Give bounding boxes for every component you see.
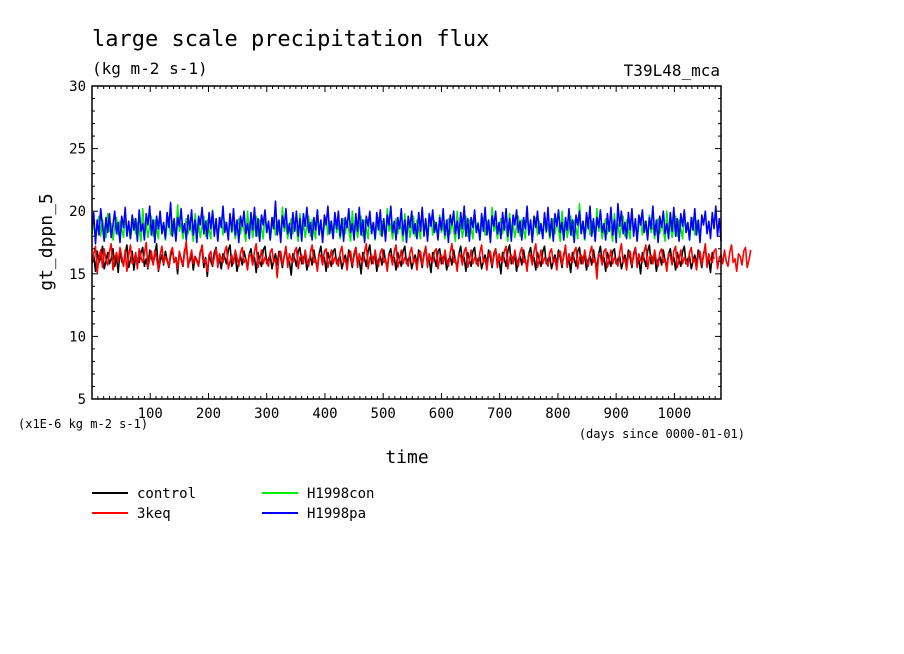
- legend-label-2: H1998con: [307, 486, 374, 502]
- y-tick-label: 30: [69, 79, 86, 95]
- experiment-label: T39L48_mca: [624, 61, 720, 80]
- y-tick-label: 20: [69, 204, 86, 220]
- x-tick-label: 1000: [658, 406, 692, 422]
- x-tick-label: 100: [138, 406, 163, 422]
- x-tick-label: 500: [371, 406, 396, 422]
- chart-title: large scale precipitation flux: [92, 27, 489, 52]
- legend-label-1: 3keq: [137, 506, 171, 522]
- x-tick-label: 300: [254, 406, 279, 422]
- chart-subtitle: (kg m-2 s-1): [92, 59, 208, 78]
- x-tick-label: 600: [429, 406, 454, 422]
- x-tick-label: 700: [487, 406, 512, 422]
- y-scale-note: (x1E-6 kg m-2 s-1): [18, 417, 148, 431]
- legend-label-0: control: [137, 486, 196, 502]
- x-tick-label: 800: [545, 406, 570, 422]
- x-tick-label: 200: [196, 406, 221, 422]
- y-tick-label: 5: [78, 392, 86, 408]
- y-tick-label: 15: [69, 267, 86, 283]
- legend: control 3keq H1998con H1998pa: [92, 486, 374, 522]
- series-line-1: [91, 240, 752, 280]
- series-layer: [91, 200, 752, 280]
- y-tick-label: 10: [69, 329, 86, 345]
- ticks-layer: 100 200 300 400 500 600 700 800 900 1000 5 10 15 20 25…: [69, 79, 721, 422]
- x-units-label: (days since 0000-01-01): [579, 427, 745, 441]
- legend-label-3: H1998pa: [307, 506, 366, 522]
- y-axis-label: gt_dppn_5: [36, 193, 57, 291]
- x-tick-label: 400: [312, 406, 337, 422]
- x-tick-label: 900: [604, 406, 629, 422]
- y-tick-label: 25: [69, 142, 86, 158]
- series-line-2: [91, 202, 701, 242]
- x-axis-label: time: [385, 447, 428, 468]
- series-line-3: [91, 200, 722, 245]
